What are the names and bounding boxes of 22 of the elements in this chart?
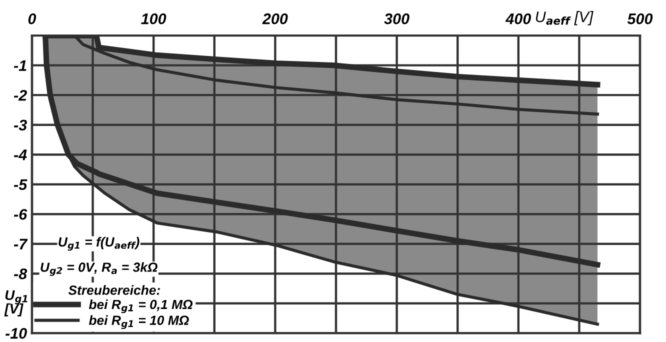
y-tick-label: -5 — [14, 179, 28, 190]
x-tick-label: 400 — [505, 13, 532, 24]
y-tick-label: -4 — [14, 150, 27, 160]
legend-label: bei R$_{g1}$ = 10 MΩ — [88, 315, 189, 330]
x-tick-label: 200 — [262, 13, 288, 24]
y-tick-label: -6 — [14, 208, 28, 220]
legend-title: Streubereiche: — [68, 285, 160, 295]
y-axis-title: U$_{g1}$ [V] — [4, 290, 28, 316]
annotation: U$_{g1}$ = f(U$_{aeff}$) — [58, 236, 140, 251]
y-tick-label: -10 — [5, 328, 27, 339]
y-tick-label: -7 — [14, 238, 28, 250]
y-tick-label: -8 — [14, 268, 28, 280]
y-tick-label: -1 — [14, 60, 26, 71]
legend-label: bei R$_{g1}$ = 0,1 MΩ — [88, 299, 193, 314]
x-tick-label: 300 — [384, 13, 410, 24]
x-tick-label: 100 — [141, 13, 166, 24]
x-tick-label: 0 — [28, 13, 36, 24]
x-axis-title: U$_{aeff}$ [V] — [536, 11, 594, 26]
y-tick-label: -3 — [14, 120, 27, 131]
annotation: U$_{g2}$ = 0V, R$_{a}$ = 3kΩ — [40, 262, 158, 276]
y-tick-label: -2 — [14, 90, 27, 101]
x-tick-label: 500 — [627, 13, 653, 24]
